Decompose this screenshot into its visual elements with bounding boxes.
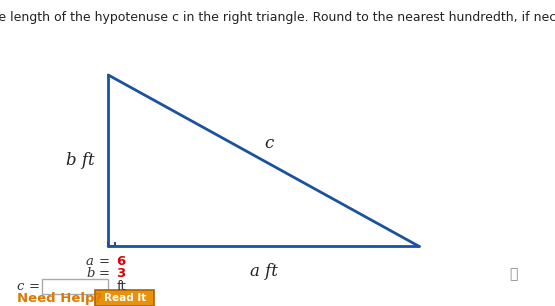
Text: ⓘ: ⓘ <box>509 267 518 281</box>
FancyBboxPatch shape <box>42 279 108 294</box>
Text: a: a <box>86 255 94 268</box>
Text: =: = <box>98 267 109 280</box>
FancyBboxPatch shape <box>95 290 154 306</box>
Text: =: = <box>29 280 40 293</box>
Text: a ft: a ft <box>250 263 278 280</box>
Text: c: c <box>17 280 24 293</box>
Text: Need Help?: Need Help? <box>17 292 102 305</box>
Text: Read It: Read It <box>104 293 146 303</box>
Text: ft: ft <box>117 280 127 293</box>
Text: c: c <box>265 135 274 152</box>
Text: =: = <box>98 255 109 268</box>
Text: 6: 6 <box>117 255 126 268</box>
Text: b ft: b ft <box>65 152 94 169</box>
Text: Find the length of the hypotenuse c in the right triangle. Round to the nearest : Find the length of the hypotenuse c in t… <box>0 11 555 24</box>
Text: 3: 3 <box>117 267 126 280</box>
Text: b: b <box>86 267 94 280</box>
